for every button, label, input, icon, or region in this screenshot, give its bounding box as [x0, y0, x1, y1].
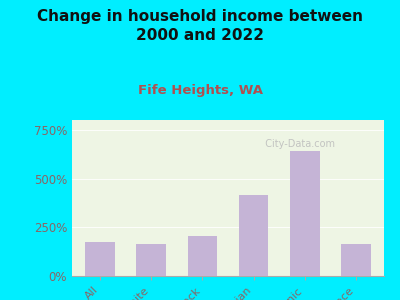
Text: City-Data.com: City-Data.com	[259, 139, 335, 149]
Bar	[136, 244, 166, 276]
Bar	[290, 151, 320, 276]
Text: Change in household income between
2000 and 2022: Change in household income between 2000 …	[37, 9, 363, 43]
Bar	[85, 242, 115, 276]
Bar	[341, 244, 371, 276]
Bar	[239, 195, 268, 276]
Text: Fife Heights, WA: Fife Heights, WA	[138, 84, 262, 97]
Bar	[188, 236, 217, 276]
